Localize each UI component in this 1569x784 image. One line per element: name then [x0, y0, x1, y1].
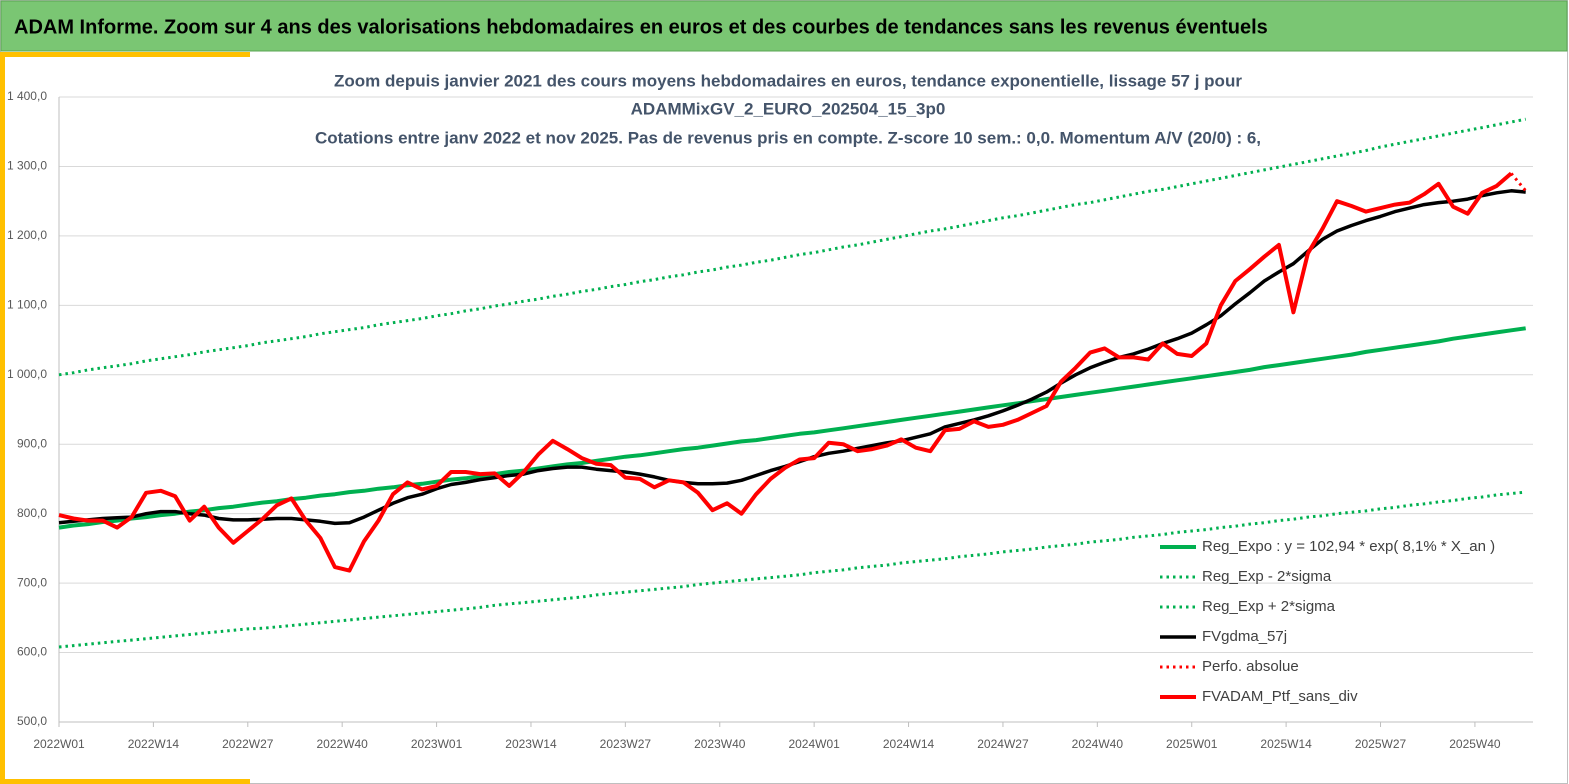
legend-label: FVgdma_57j	[1202, 628, 1287, 645]
y-tick-label: 1 300,0	[7, 159, 47, 173]
y-tick-label: 1 400,0	[7, 89, 47, 103]
x-tick-label: 2024W01	[788, 737, 840, 751]
x-tick-label: 2024W27	[977, 737, 1029, 751]
x-tick-label: 2025W40	[1449, 737, 1501, 751]
legend-label: FVADAM_Ptf_sans_div	[1202, 688, 1358, 705]
x-tick-label: 2022W14	[128, 737, 180, 751]
x-tick-label: 2023W01	[411, 737, 463, 751]
header-banner	[0, 0, 1568, 52]
y-tick-label: 1 000,0	[7, 367, 47, 381]
x-tick-label: 2023W40	[694, 737, 746, 751]
y-tick-label: 700,0	[17, 575, 47, 589]
x-tick-label: 2023W27	[600, 737, 652, 751]
x-tick-label: 2024W40	[1072, 737, 1124, 751]
x-tick-label: 2022W27	[222, 737, 274, 751]
accent	[0, 52, 250, 57]
x-tick-label: 2023W14	[505, 737, 557, 751]
series-line	[58, 326, 1526, 530]
chart-title: Cotations entre janv 2022 et nov 2025. P…	[315, 128, 1261, 147]
series-line	[58, 117, 1526, 377]
x-tick-label: 2024W14	[883, 737, 935, 751]
series-line	[58, 171, 1513, 573]
header-title: ADAM Informe. Zoom sur 4 ans des valoris…	[14, 16, 1268, 38]
y-tick-label: 800,0	[17, 506, 47, 520]
legend-label: Reg_Expo : y = 102,94 * exp( 8,1% * X_an…	[1202, 538, 1495, 555]
y-tick-label: 500,0	[17, 714, 47, 728]
x-tick-label: 2025W27	[1355, 737, 1407, 751]
accent	[0, 779, 250, 784]
legend-label: Reg_Exp - 2*sigma	[1202, 568, 1332, 585]
x-tick-label: 2022W40	[316, 737, 368, 751]
x-tick-label: 2025W14	[1260, 737, 1312, 751]
legend-label: Perfo. absolue	[1202, 658, 1299, 675]
y-tick-label: 1 200,0	[7, 228, 47, 242]
series-line	[58, 490, 1526, 649]
legend-label: Reg_Exp + 2*sigma	[1202, 598, 1336, 615]
chart-title: ADAMMixGV_2_EURO_202504_15_3p0	[631, 99, 946, 118]
y-tick-label: 900,0	[17, 436, 47, 450]
chart-title: Zoom depuis janvier 2021 des cours moyen…	[334, 71, 1242, 90]
x-tick-label: 2025W01	[1166, 737, 1218, 751]
y-tick-label: 1 100,0	[7, 298, 47, 312]
y-tick-label: 600,0	[17, 645, 47, 659]
accent	[0, 52, 5, 784]
x-tick-label: 2022W01	[33, 737, 85, 751]
